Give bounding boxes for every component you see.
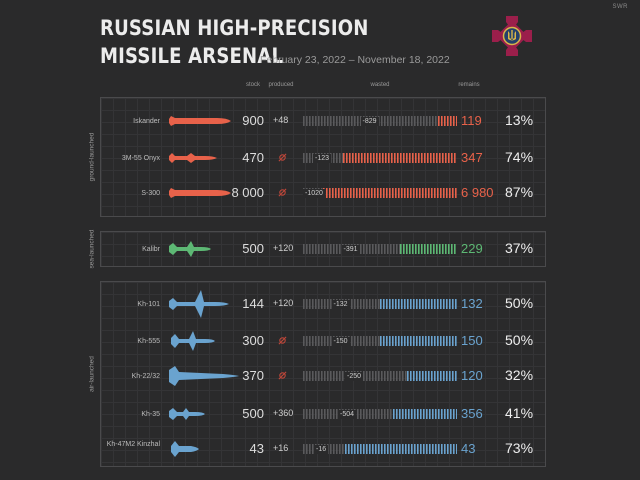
percent-value: 87% — [505, 184, 534, 200]
wasted-value: -123 — [313, 154, 332, 163]
column-header-stock: stock — [245, 82, 260, 88]
produced-value: +16 — [273, 443, 289, 453]
missile-name: Iskander — [133, 118, 160, 125]
produced-value: +360 — [273, 408, 294, 418]
wasted-value: -250 — [345, 372, 364, 381]
stock-value: 370 — [242, 368, 264, 383]
missile-icon — [169, 408, 205, 420]
credit-label: SWR — [612, 4, 628, 10]
remains-bar — [343, 153, 456, 163]
missile-icon — [169, 116, 231, 126]
produced-value: +120 — [273, 243, 294, 253]
remains-value: 6 980 — [461, 185, 494, 200]
remains-bar — [393, 409, 457, 419]
column-header-wasted: wasted — [370, 82, 390, 88]
wasted-value: -132 — [331, 300, 350, 309]
remains-value: 150 — [461, 333, 483, 348]
wasted-value: -504 — [338, 410, 357, 419]
not-produced-icon — [278, 371, 287, 380]
page-title-line-2: MISSILE ARSENAL — [100, 44, 284, 68]
wasted-value: -829 — [360, 117, 379, 126]
missile-icon — [171, 441, 199, 457]
column-header-produced: produced — [268, 82, 294, 88]
missile-name: 3M-55 Onyx — [121, 155, 160, 162]
missile-icon — [169, 290, 229, 318]
section-label-air-launched: air-launched — [88, 356, 96, 392]
page-title-line-1: RUSSIAN HIGH-PRECISION — [100, 16, 369, 40]
trident-icon — [508, 30, 516, 41]
not-produced-icon — [278, 188, 287, 197]
missile-icon — [169, 241, 211, 257]
remains-bar — [380, 299, 457, 309]
percent-value: 32% — [505, 367, 534, 383]
percent-value: 74% — [505, 149, 534, 165]
stock-value: 500 — [242, 406, 264, 421]
remains-bar — [380, 336, 457, 346]
percent-value: 37% — [505, 240, 534, 256]
remains-bar — [438, 116, 457, 126]
wasted-value: -391 — [341, 245, 360, 254]
remains-value: 132 — [461, 296, 483, 311]
remains-value: 119 — [461, 113, 482, 128]
not-produced-icon — [278, 153, 287, 162]
percent-value: 13% — [505, 112, 534, 128]
stock-value: 8 000 — [231, 185, 264, 200]
missile-name: Kh-101 — [137, 301, 160, 308]
percent-value: 50% — [505, 295, 534, 311]
date-range-subtitle: February 23, 2022 – November 18, 2022 — [260, 54, 450, 66]
wasted-value: -1020 — [303, 189, 325, 198]
missile-name: Kh-47M2 Kinzhal — [106, 441, 160, 448]
section-label-ground-launched: ground-launched — [88, 132, 96, 182]
remains-value: 347 — [461, 150, 483, 165]
wasted-bar — [303, 409, 392, 419]
stock-value: 500 — [242, 241, 264, 256]
missile-name: Kh-555 — [137, 338, 160, 345]
remains-bar — [345, 444, 457, 454]
missile-name: S-300 — [141, 190, 160, 197]
missile-name: Kh-35 — [141, 411, 160, 418]
missile-icon — [169, 188, 231, 198]
produced-value: +48 — [273, 115, 289, 125]
missile-name: Kh-22/32 — [131, 373, 160, 380]
missile-icon — [169, 366, 239, 386]
wasted-value: -150 — [331, 337, 350, 346]
remains-value: 43 — [461, 441, 476, 456]
percent-value: 41% — [505, 405, 534, 421]
stock-value: 900 — [242, 113, 264, 128]
remains-bar — [400, 244, 456, 254]
remains-bar — [323, 188, 457, 198]
wasted-value: -16 — [314, 445, 329, 454]
percent-value: 50% — [505, 332, 534, 348]
missile-name: Kalibr — [142, 246, 160, 253]
remains-value: 356 — [461, 406, 483, 421]
stock-value: 43 — [249, 441, 264, 456]
remains-bar — [407, 371, 457, 381]
stock-value: 300 — [242, 333, 264, 348]
column-header-remains: remains — [458, 82, 480, 88]
missile-icon — [169, 153, 217, 163]
section-label-sea-launched: sea-launched — [88, 229, 96, 269]
stock-value: 470 — [242, 150, 264, 165]
percent-value: 73% — [505, 440, 534, 456]
armed-forces-emblem — [492, 16, 532, 56]
missile-icon — [171, 331, 215, 351]
section-sea-launched — [100, 231, 546, 267]
remains-value: 229 — [461, 241, 483, 256]
remains-value: 120 — [461, 368, 483, 383]
stock-value: 144 — [242, 296, 264, 311]
produced-value: +120 — [273, 298, 294, 308]
not-produced-icon — [278, 336, 287, 345]
